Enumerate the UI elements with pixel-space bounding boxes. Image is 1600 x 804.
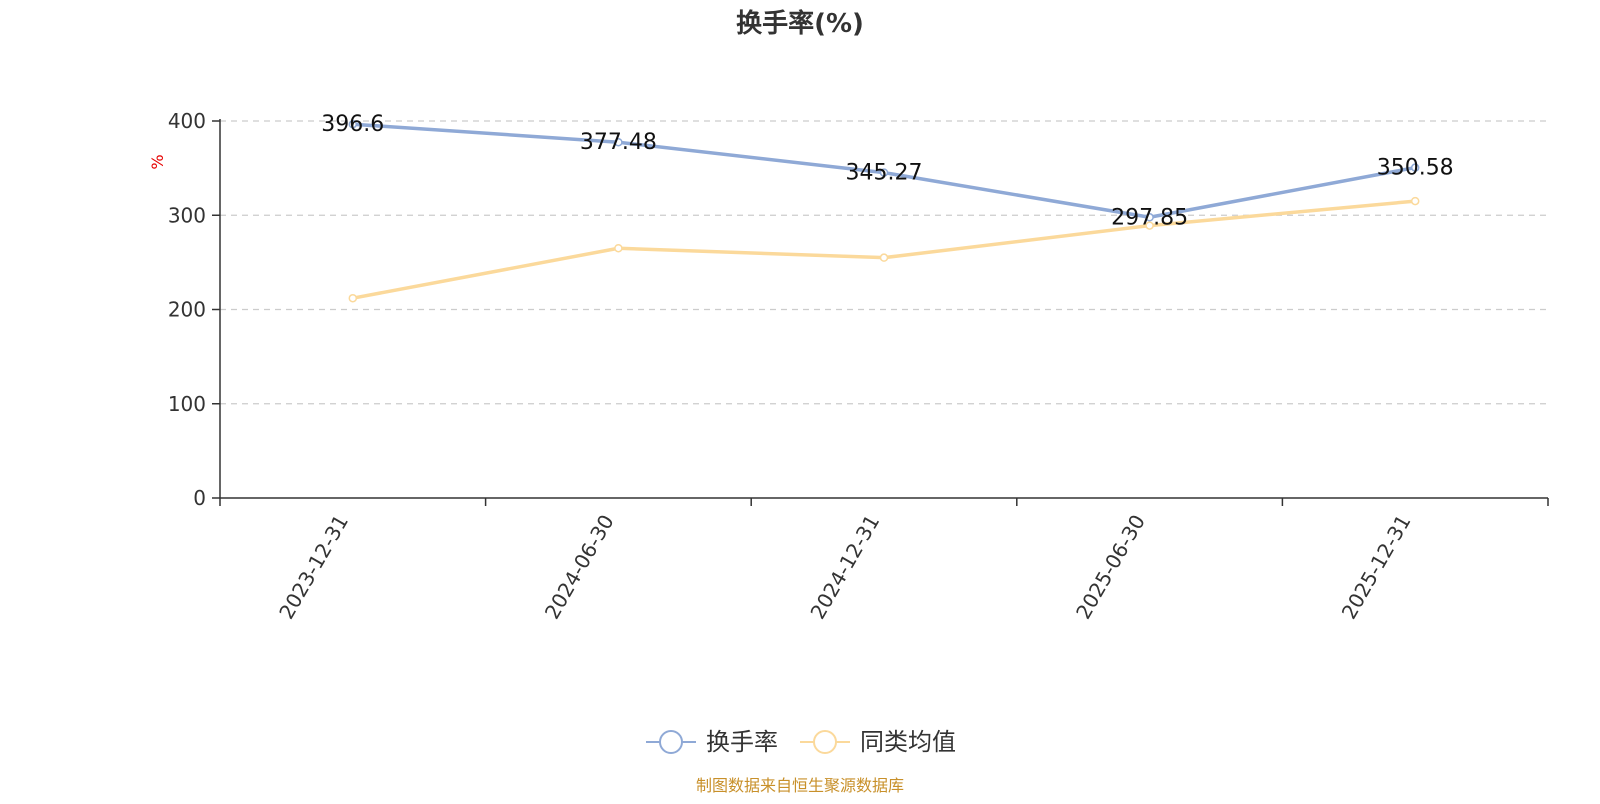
legend-marker (813, 730, 837, 754)
data-point (614, 243, 623, 253)
data-point (1145, 213, 1154, 222)
data-point (614, 137, 623, 147)
y-tick-label: 200 (168, 298, 206, 322)
data-point (1145, 221, 1154, 230)
data-point (348, 119, 358, 129)
data-label: 350.58 (1377, 156, 1454, 181)
data-point (879, 253, 889, 262)
y-tick-label: 400 (168, 109, 206, 133)
data-point (1410, 163, 1420, 172)
data-label: 396.6 (321, 112, 384, 137)
legend-label: 换手率 (706, 728, 778, 756)
x-tick-label: 2025-12-31 (1337, 511, 1416, 624)
data-label: 377.48 (580, 130, 657, 155)
data-label: 345.27 (846, 161, 923, 186)
y-tick-label: 0 (193, 486, 206, 510)
y-axis-label: % (148, 154, 167, 169)
legend[interactable]: 换手率 同类均值 (646, 728, 956, 756)
grid-lines (220, 120, 1548, 405)
x-tick-label: 2024-12-31 (805, 511, 884, 624)
data-label: 297.85 (1111, 205, 1188, 230)
data-source-note: 制图数据来自恒生聚源数据库 (696, 776, 904, 795)
y-tick-label: 300 (168, 203, 206, 227)
y-tick-label: 100 (168, 392, 206, 416)
data-point (879, 168, 889, 177)
x-tick-label: 2023-12-31 (274, 511, 353, 624)
data-point (348, 293, 358, 303)
chart-title: 换手率(%) (736, 8, 864, 39)
data-point (1410, 196, 1420, 206)
axes: 0 100 200 300 400 2023-12-31 2024-06-30 2024-12… (168, 109, 1549, 624)
legend-label: 同类均值 (860, 728, 956, 756)
legend-item-0[interactable]: 换手率 (646, 728, 778, 756)
x-tick-label: 2024-06-30 (540, 511, 619, 624)
data-labels: 396.6 377.48 345.27 297.85 350.58 (321, 112, 1453, 230)
x-tick-label: 2025-06-30 (1071, 511, 1150, 624)
series-lines (348, 119, 1420, 303)
legend-marker (659, 730, 683, 754)
legend-item-1[interactable]: 同类均值 (800, 728, 956, 756)
